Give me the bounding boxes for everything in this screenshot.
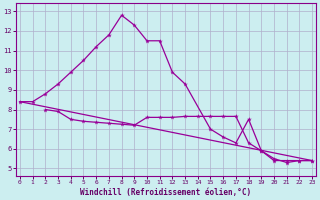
X-axis label: Windchill (Refroidissement éolien,°C): Windchill (Refroidissement éolien,°C) <box>80 188 252 197</box>
